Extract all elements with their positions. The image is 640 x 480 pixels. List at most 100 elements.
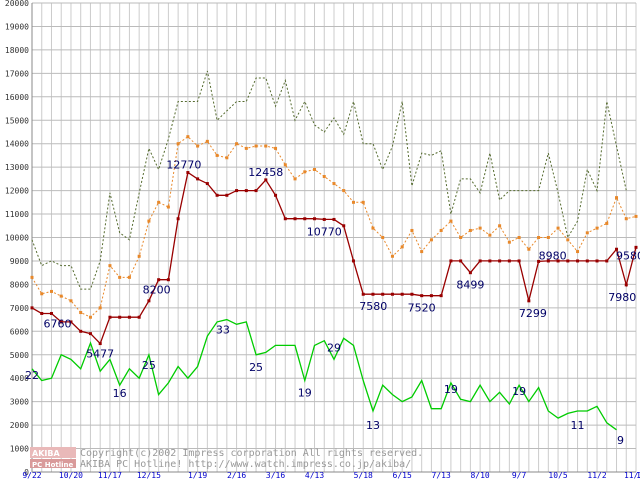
x-tick-label: 11/17	[98, 471, 122, 480]
y-tick-label: 20000	[5, 0, 29, 8]
series-2-point	[566, 259, 570, 263]
x-tick-label: 1/19	[188, 471, 207, 480]
data-label: 19	[512, 385, 526, 398]
series-2-point	[186, 171, 190, 175]
series-1-point	[556, 226, 560, 230]
series-1-point	[49, 289, 53, 293]
series-1-point	[176, 142, 180, 146]
data-label: 7520	[408, 302, 436, 315]
series-1-point	[478, 226, 482, 230]
series-2-point	[30, 306, 34, 310]
y-tick-label: 7000	[10, 304, 29, 313]
series-2-point	[147, 299, 151, 303]
series-1-point	[215, 153, 219, 157]
series-2-point	[507, 259, 511, 263]
series-1-point	[361, 200, 365, 204]
y-tick-label: 3000	[10, 398, 29, 407]
series-2-point	[449, 259, 453, 263]
y-tick-label: 16000	[5, 93, 29, 102]
series-1-point	[605, 221, 609, 225]
series-1-point	[507, 240, 511, 244]
series-2-point	[166, 278, 170, 282]
series-1-point	[186, 135, 190, 139]
series-2-point	[244, 189, 248, 193]
series-1-point	[537, 236, 541, 239]
series-2-point	[98, 342, 102, 346]
series-2-point	[605, 259, 609, 263]
series-2-point	[69, 320, 73, 324]
y-tick-label: 18000	[5, 46, 29, 55]
logo-bottom-text: PC Hotline	[32, 461, 74, 469]
series-1-point	[166, 205, 170, 209]
series-2-point	[108, 315, 112, 319]
x-tick-label: 9/22	[22, 471, 41, 480]
series-2-point	[468, 271, 472, 275]
series-1-point	[381, 236, 385, 239]
x-tick-label: 11/2	[587, 471, 606, 480]
series-2-point	[556, 259, 560, 263]
y-tick-label: 4000	[10, 374, 29, 383]
logo-top-box	[30, 447, 76, 458]
url-line: AKIBA PC Hotline! http://www.watch.impre…	[80, 459, 411, 470]
data-label: 9	[617, 434, 624, 447]
series-1-point	[400, 245, 404, 249]
y-tick-label: 15000	[5, 116, 29, 125]
y-tick-label: 19000	[5, 22, 29, 31]
series-1-point	[468, 228, 472, 232]
series-1-point	[244, 146, 248, 150]
x-axis-ticks: 9/22 10/20 11/17 12/15 1/19 2/16 3/16 4/13 5/18 6…	[22, 471, 640, 480]
data-label: 10770	[307, 225, 342, 238]
series-2-point	[118, 315, 122, 319]
data-label: 13	[366, 419, 380, 432]
series-1-point	[371, 226, 375, 230]
data-label: 8200	[143, 284, 171, 297]
series-1-point	[459, 236, 463, 239]
series-2-point	[478, 259, 482, 263]
series-2-point	[624, 283, 628, 287]
series-1-point	[595, 226, 599, 230]
series-1-point	[283, 163, 287, 167]
akiba-logo: AKIBA PC Hotline	[30, 447, 76, 469]
series-1-point	[517, 236, 521, 239]
data-label: 6760	[43, 317, 71, 330]
series-1-point	[127, 275, 131, 279]
series-1-point	[264, 144, 268, 148]
x-tick-label: 5/18	[354, 471, 373, 480]
series-1-point	[332, 182, 336, 186]
data-label: 12458	[248, 166, 283, 179]
y-tick-label: 1000	[10, 445, 29, 454]
y-tick-label: 9000	[10, 257, 29, 266]
series-1-point	[40, 292, 44, 296]
series-2-point	[293, 217, 297, 221]
series-2-point	[313, 217, 317, 221]
series-1-point	[59, 294, 63, 298]
series-1-point	[322, 175, 326, 179]
series-group	[30, 70, 638, 431]
series-2-point	[615, 247, 619, 251]
series-1-point	[566, 238, 570, 242]
x-tick-label: 12/15	[137, 471, 161, 480]
series-1-point	[429, 238, 433, 242]
series-2-point	[205, 182, 209, 186]
series-2-point	[361, 292, 365, 296]
series-1-point	[439, 228, 443, 232]
series-2-point	[371, 292, 375, 296]
data-label: 8980	[539, 249, 567, 262]
series-2-point	[274, 193, 278, 197]
y-tick-label: 13000	[5, 163, 29, 172]
data-label: 9580	[616, 249, 640, 262]
x-tick-label: 9/7	[512, 471, 527, 480]
data-label: 16	[113, 387, 127, 400]
series-1-point	[351, 200, 355, 204]
x-tick-label: 10/5	[548, 471, 567, 480]
data-label: 33	[216, 324, 230, 337]
series-1-point	[225, 156, 229, 160]
series-2-point	[235, 189, 239, 193]
x-tick-label: 8/10	[470, 471, 489, 480]
series-2-point	[410, 292, 414, 296]
series-1-point	[449, 219, 453, 223]
series-2-point	[59, 320, 63, 324]
series-line-3	[31, 318, 617, 431]
series-2-point	[420, 294, 424, 298]
series-1-point	[205, 139, 209, 143]
